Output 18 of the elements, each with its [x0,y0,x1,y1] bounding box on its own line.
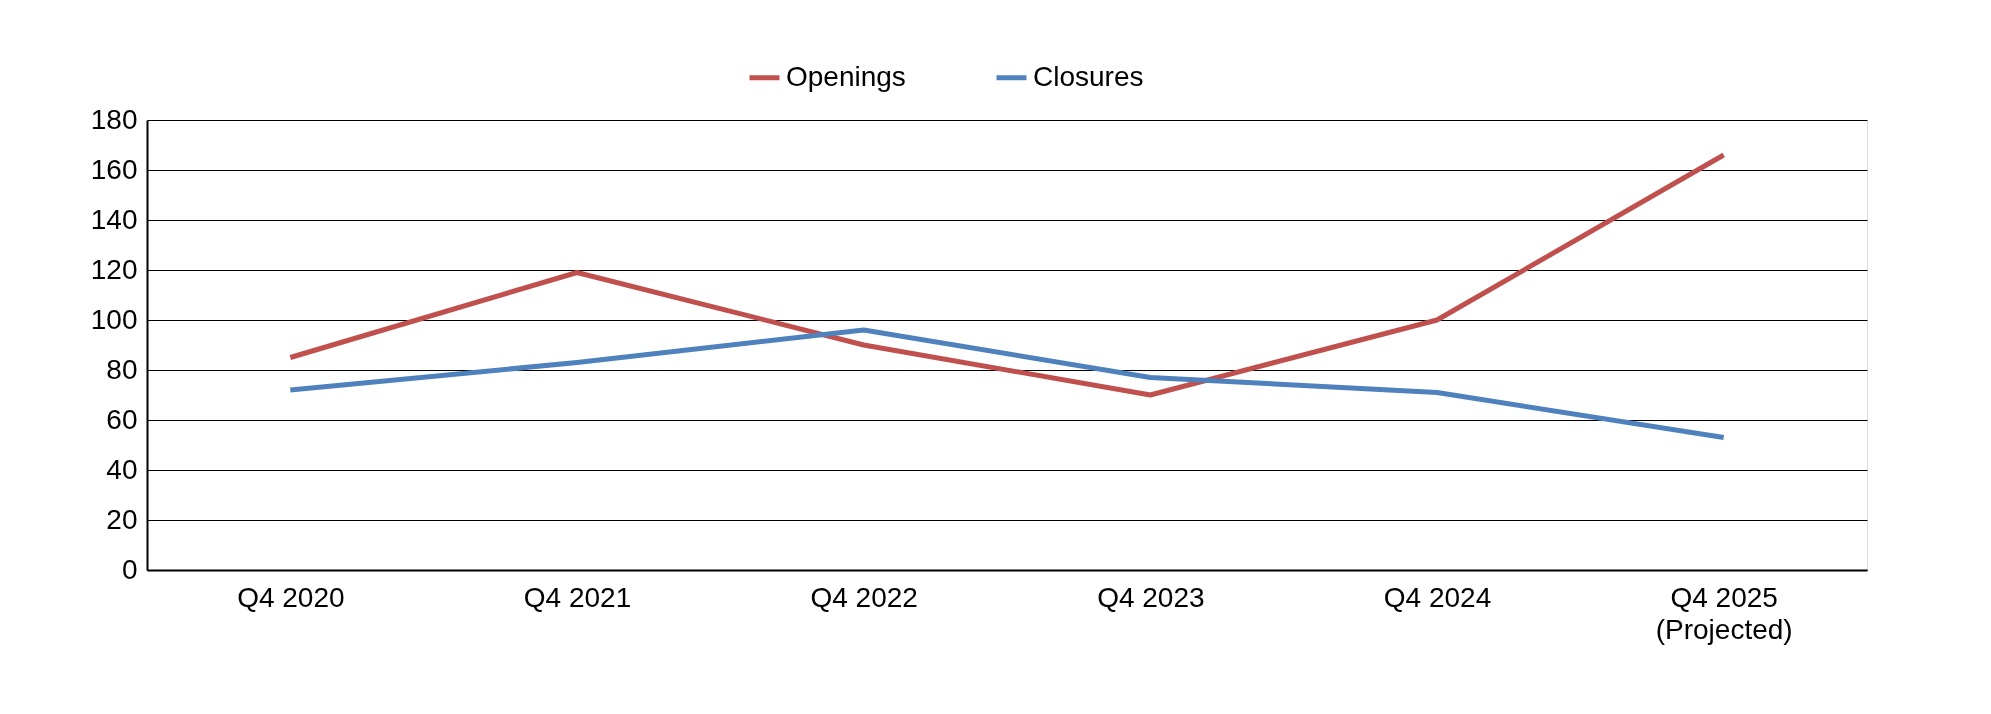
y-tick-label: 0 [121,553,138,585]
x-tick-label: Q4 2022 [810,581,918,613]
x-tick-label: Q4 2021 [523,581,632,613]
y-tick-label: 140 [90,203,138,235]
y-tick-label: 40 [106,453,138,485]
x-tick-label: Q4 2023 [1097,581,1205,613]
y-tick-label: 20 [106,503,138,535]
y-tick-label: 160 [90,153,138,185]
x-tick-label: Q4 2020 [237,581,345,613]
y-tick-label: 120 [90,253,138,285]
legend-label: Closures [1033,60,1144,92]
x-tick-label: Q4 2024 [1383,581,1492,613]
y-tick-label: 60 [106,403,138,435]
y-tick-label: 80 [106,353,138,385]
legend-label: Openings [786,60,906,92]
x-tick-label: Q4 2025 (Projected) [1655,581,1793,645]
y-tick-label: 100 [90,303,138,335]
y-tick-label: 180 [90,103,138,135]
